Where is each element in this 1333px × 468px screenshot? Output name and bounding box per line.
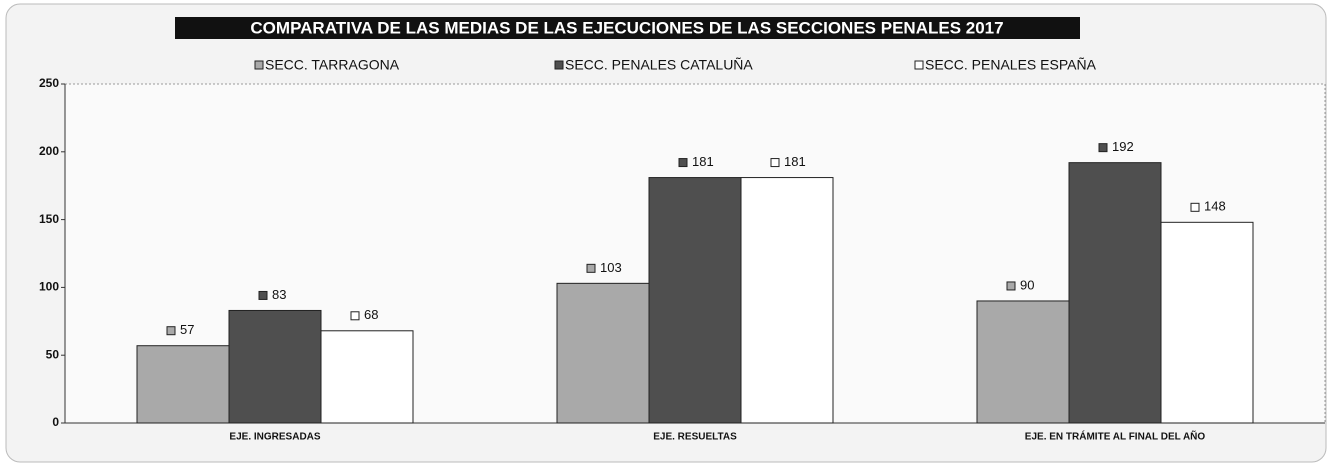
- data-label: 181: [692, 154, 714, 169]
- title-box: [175, 17, 1080, 39]
- bar: [228, 309, 322, 424]
- legend-swatch: [554, 60, 564, 70]
- data-label-icon: [1098, 143, 1108, 153]
- legend-swatch: [254, 60, 264, 70]
- data-label: 148: [1204, 199, 1226, 214]
- data-label-icon: [678, 158, 688, 168]
- data-label-icon: [1006, 281, 1016, 291]
- bar: [976, 300, 1070, 424]
- data-label: 57: [180, 322, 194, 337]
- bar: [136, 345, 230, 424]
- data-label: 83: [272, 287, 286, 302]
- y-tick-label: 150: [39, 212, 59, 226]
- bar: [320, 330, 414, 424]
- bar: [1068, 162, 1162, 424]
- data-label-icon: [586, 263, 596, 273]
- data-label: 192: [1112, 139, 1134, 154]
- legend-label: SECC. PENALES ESPAÑA: [925, 57, 1097, 73]
- data-label: 68: [364, 307, 378, 322]
- legend-label: SECC. PENALES CATALUÑA: [565, 57, 753, 73]
- y-tick-label: 0: [52, 415, 59, 429]
- data-label-icon: [350, 311, 360, 321]
- data-label: 90: [1020, 277, 1034, 292]
- data-label-icon: [258, 290, 268, 300]
- y-tick-label: 50: [46, 347, 60, 361]
- bar: [1160, 221, 1254, 424]
- x-tick-label: EJE. INGRESADAS: [229, 432, 320, 443]
- data-label: 181: [784, 154, 806, 169]
- data-label: 103: [600, 260, 622, 275]
- data-label-icon: [1190, 202, 1200, 212]
- legend-label: SECC. TARRAGONA: [265, 57, 400, 73]
- x-tick-label: EJE. RESUELTAS: [653, 432, 737, 443]
- y-tick-label: 200: [39, 144, 59, 158]
- y-tick-label: 250: [39, 76, 59, 90]
- bar: [648, 177, 742, 424]
- legend-swatch: [914, 60, 924, 70]
- chart-title: COMPARATIVA DE LAS MEDIAS DE LAS EJECUCI…: [250, 18, 1003, 37]
- x-tick-label: EJE. EN TRÁMITE AL FINAL DEL AÑO: [1025, 430, 1206, 443]
- bar: [556, 282, 650, 424]
- y-tick-label: 100: [39, 280, 59, 294]
- bar: [740, 177, 834, 424]
- data-label-icon: [166, 326, 176, 336]
- data-label-icon: [770, 158, 780, 168]
